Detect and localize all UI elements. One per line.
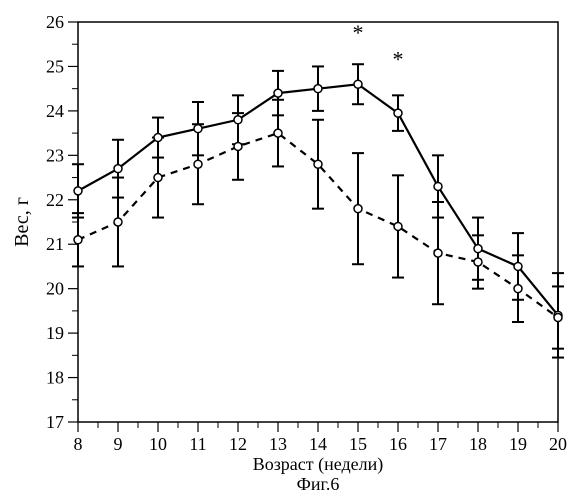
y-axis-label: Вес, г [11,197,33,247]
marker-dashed [74,236,82,244]
marker-solid [314,85,322,93]
ytick-label: 23 [46,145,64,165]
marker-solid [194,125,202,133]
chart-root: 17 18 19 20 21 22 23 24 25 26 8 9 10 11 12 13 14 15 16 17 18… [0,0,584,500]
xtick-label: 20 [549,434,567,454]
xtick-label: 19 [509,434,527,454]
marker-solid [114,165,122,173]
marker-solid [274,89,282,97]
significance-mark: * [393,46,404,71]
marker-solid [354,80,362,88]
marker-dashed [314,160,322,168]
xtick-label: 16 [389,434,407,454]
chart-svg: 17 18 19 20 21 22 23 24 25 26 8 9 10 11 12 13 14 15 16 17 18… [0,0,584,500]
xtick-label: 12 [229,434,247,454]
marker-dashed [554,314,562,322]
marker-dashed [234,142,242,150]
xtick-label: 18 [469,434,487,454]
ytick-label: 21 [46,234,64,254]
xtick-label: 11 [189,434,206,454]
marker-solid [234,116,242,124]
marker-solid [74,187,82,195]
marker-dashed [394,222,402,230]
marker-dashed [514,285,522,293]
marker-dashed [354,205,362,213]
marker-solid [394,109,402,117]
marker-dashed [474,258,482,266]
ytick-label: 26 [46,12,64,32]
significance-mark: * [353,20,364,45]
xtick-label: 8 [74,434,83,454]
marker-dashed [114,218,122,226]
marker-solid [434,182,442,190]
marker-dashed [274,129,282,137]
ytick-label: 25 [46,56,64,76]
xtick-label: 13 [269,434,287,454]
ytick-label: 18 [46,368,64,388]
ytick-label: 22 [46,190,64,210]
marker-solid [514,262,522,270]
xtick-label: 9 [114,434,123,454]
xtick-label: 10 [149,434,167,454]
xtick-label: 17 [429,434,447,454]
marker-solid [154,134,162,142]
ytick-label: 17 [46,412,64,432]
marker-dashed [434,249,442,257]
xtick-label: 14 [309,434,327,454]
xtick-label: 15 [349,434,367,454]
ytick-label: 20 [46,279,64,299]
ytick-label: 19 [46,323,64,343]
marker-dashed [194,160,202,168]
marker-dashed [154,174,162,182]
x-axis-label: Возраст (недели) [253,454,384,475]
figure-label: Фиг.6 [297,474,340,494]
marker-solid [474,245,482,253]
ytick-label: 24 [46,101,64,121]
